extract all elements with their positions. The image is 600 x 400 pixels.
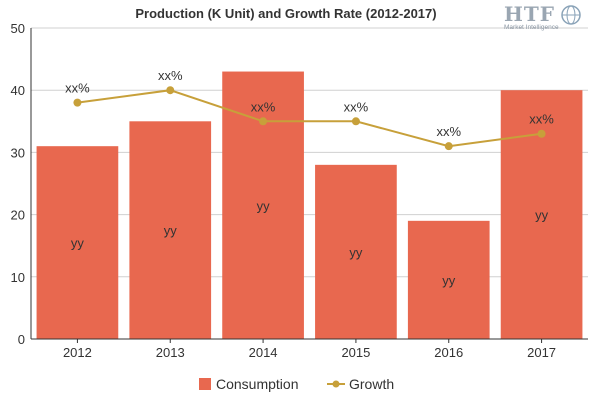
logo-subtitle: Market Intelligence: [504, 24, 559, 31]
bar-2012: [36, 146, 119, 339]
legend: Consumption Growth: [199, 376, 394, 392]
bar-2016: [407, 220, 490, 339]
y-tick-label: 30: [11, 145, 25, 160]
x-tick-label: 2017: [527, 345, 556, 360]
bar-label: yy: [535, 208, 549, 223]
growth-line: xx% xx% xx% xx% xx% xx%: [65, 68, 554, 151]
y-tick-label: 20: [11, 208, 25, 223]
growth-label: xx%: [65, 81, 90, 96]
x-tick-label: 2014: [249, 345, 278, 360]
x-tick-label: 2016: [434, 345, 463, 360]
bar-label: yy: [349, 245, 363, 260]
bar-2013: [129, 121, 212, 339]
growth-point: [259, 117, 268, 126]
legend-swatch-growth-point: [332, 380, 340, 388]
growth-label: xx%: [436, 124, 461, 139]
x-tick-label: 2013: [156, 345, 185, 360]
growth-point: [351, 117, 360, 126]
bars: yy yy yy yy yy yy: [36, 71, 583, 339]
y-tick-label: 50: [11, 21, 25, 36]
axes: 0 10 20 30 40 50 2012 2013 2014 2015 2016 2017: [11, 21, 588, 360]
bar-label: yy: [257, 198, 271, 213]
growth-point: [73, 98, 82, 107]
globe-icon: [561, 5, 581, 25]
x-tick-label: 2012: [63, 345, 92, 360]
legend-label-consumption: Consumption: [216, 376, 299, 392]
growth-label: xx%: [344, 99, 369, 114]
y-tick-label: 0: [18, 332, 25, 347]
bar-label: yy: [442, 273, 456, 288]
growth-point: [166, 86, 175, 95]
bar-2015: [315, 164, 397, 339]
logo-mark: HTF: [504, 2, 555, 26]
x-tick-label: 2015: [341, 345, 370, 360]
growth-label: xx%: [251, 99, 276, 114]
growth-polyline: [77, 89, 542, 148]
bar-label: yy: [71, 236, 85, 251]
chart-title: Production (K Unit) and Growth Rate (201…: [135, 6, 436, 21]
growth-point: [537, 129, 546, 138]
brand-logo: HTF Market Intelligence: [504, 2, 590, 36]
bar-label: yy: [164, 223, 178, 238]
y-tick-label: 40: [11, 83, 25, 98]
legend-label-growth: Growth: [349, 376, 394, 392]
growth-label: xx%: [529, 112, 554, 127]
bar-2014: [222, 71, 304, 339]
y-tick-label: 10: [11, 270, 25, 285]
legend-swatch-consumption: [199, 378, 211, 390]
growth-point: [444, 142, 453, 151]
growth-label: xx%: [158, 68, 183, 83]
